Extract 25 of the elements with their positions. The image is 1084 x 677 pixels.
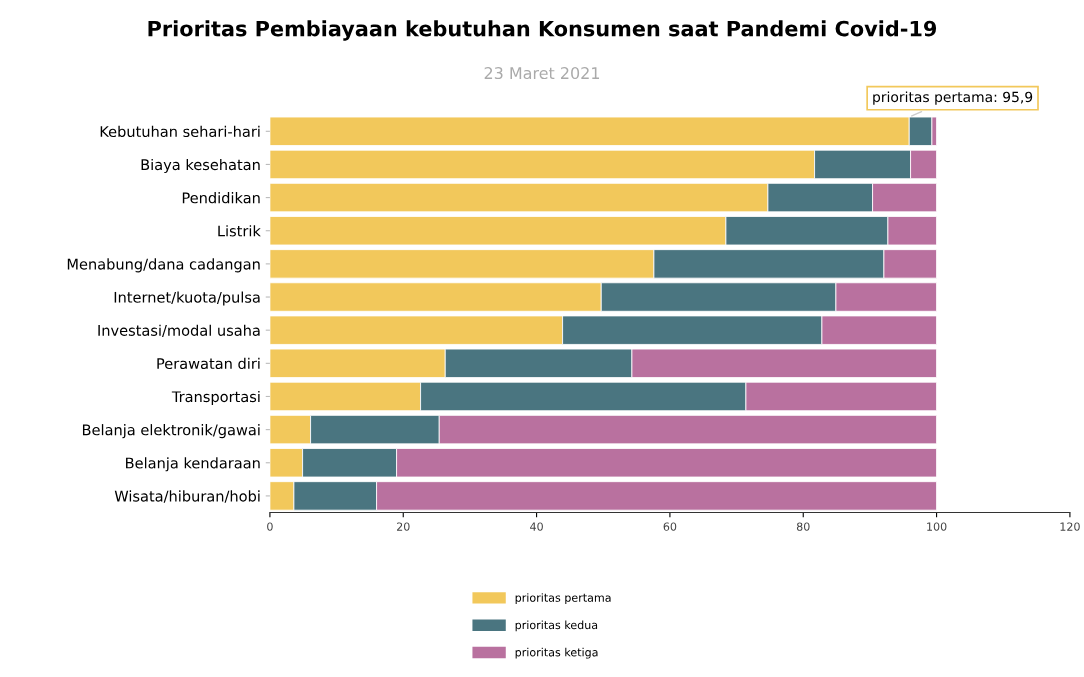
x-tick-label: 80	[796, 522, 810, 531]
x-tick-label: 0	[267, 522, 273, 531]
legend-label: prioritas pertama	[515, 593, 611, 604]
x-tick-label: 20	[396, 522, 410, 531]
y-tick-label: Kebutuhan sehari-hari	[100, 125, 260, 138]
x-tick-label: 40	[530, 522, 543, 531]
x-tick-label: 120	[1060, 522, 1080, 531]
legend-label: prioritas ketiga	[515, 647, 598, 659]
y-tick-label: Transportasi	[171, 390, 260, 406]
y-tick-label: Listrik	[218, 225, 261, 237]
x-tick-label: 100	[927, 522, 947, 531]
chart-title: Prioritas Pembiayaan kebutuhan Konsumen saat Pandemi Covid-19	[148, 20, 937, 41]
y-tick-label: Pendidikan	[182, 192, 260, 204]
y-tick-label: Menabung/dana cadangan	[67, 258, 260, 273]
legend-label: prioritas kedua	[515, 620, 598, 632]
y-tick-label: Biaya kesehatan	[141, 158, 260, 174]
y-tick-label: Perawatan diri	[157, 357, 260, 370]
x-tick-label: 60	[663, 522, 677, 531]
y-tick-label: Wisata/hiburan/hobi	[114, 490, 260, 503]
y-tick-label: Belanja kendaraan	[126, 457, 260, 472]
y-tick-label: Internet/kuota/pulsa	[114, 291, 260, 306]
y-tick-label: Belanja elektronik/gawai	[82, 424, 260, 439]
chart-subtitle: 23 Maret 2021	[484, 67, 600, 80]
y-tick-label: Investasi/modal usaha	[98, 324, 260, 338]
annotation: prioritas pertama: 95,9	[873, 91, 1033, 105]
